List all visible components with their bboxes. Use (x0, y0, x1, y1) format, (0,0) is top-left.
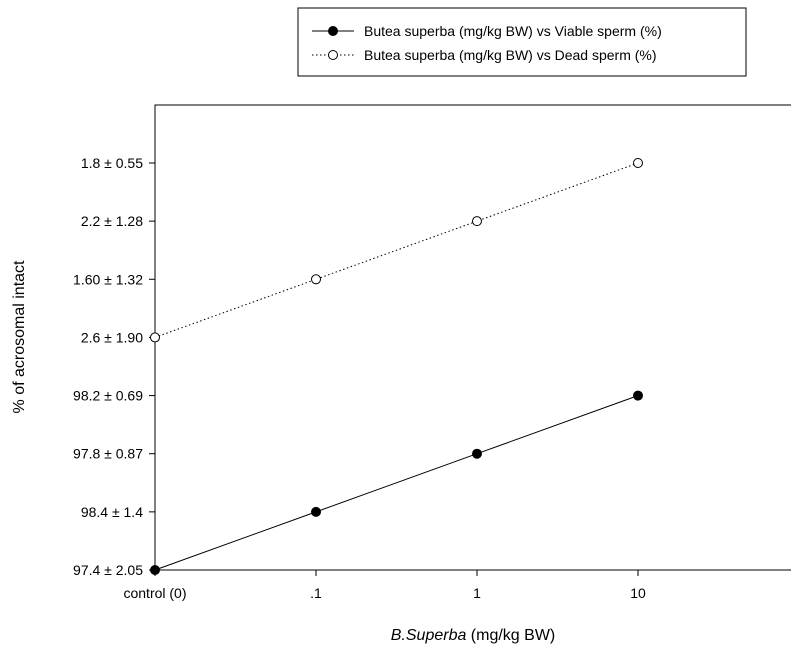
y-tick-label: 2.2 ± 1.28 (81, 213, 143, 229)
y-axis: 97.4 ± 2.05 98.4 ± 1.4 97.8 ± 0.87 98.2 ± 0… (73, 155, 155, 578)
y-axis-title: % of acrosomal intact (11, 260, 28, 414)
series-line-viable (154, 395, 639, 571)
legend: Butea superba (mg/kg BW) vs Viable sperm… (297, 7, 747, 77)
y-tick-label: 97.4 ± 2.05 (73, 562, 143, 578)
data-point-dead (150, 332, 160, 343)
data-point-dead (472, 216, 482, 227)
y-tick-label: 1.8 ± 0.55 (81, 155, 143, 171)
data-point-dead (633, 158, 643, 168)
y-tick-label: 97.8 ± 0.87 (73, 446, 143, 462)
x-tick-label: control (0) (123, 585, 186, 601)
x-tick-label: 1 (473, 585, 481, 601)
data-point-viable (311, 506, 321, 517)
data-point-viable (633, 390, 643, 401)
legend-label-viable: Butea superba (mg/kg BW) vs Viable sperm… (364, 23, 662, 39)
y-tick-label: 98.4 ± 1.4 (81, 504, 143, 520)
data-point-viable (472, 448, 482, 459)
legend-item-dead: Butea superba (mg/kg BW) vs Dead sperm (… (312, 47, 657, 63)
legend-label-dead: Butea superba (mg/kg BW) vs Dead sperm (… (364, 47, 657, 63)
y-tick-label: 1.60 ± 1.32 (73, 271, 143, 287)
y-tick-label: 98.2 ± 0.69 (73, 388, 143, 404)
plot-frame (154, 104, 791, 571)
x-tick-label: 10 (630, 585, 646, 601)
data-point-viable (150, 565, 160, 575)
y-tick-label: 2.6 ± 1.90 (81, 329, 143, 345)
series-line-dead (154, 162, 639, 338)
legend-marker-dead (328, 50, 338, 60)
x-axis-title-rest: (mg/kg BW) (466, 627, 555, 644)
legend-item-viable: Butea superba (mg/kg BW) vs Viable sperm… (312, 23, 662, 39)
x-axis-title: B.Superba (mg/kg BW) (391, 627, 556, 644)
x-tick-label: .1 (310, 585, 322, 601)
legend-box (297, 7, 747, 77)
data-point-dead (311, 274, 321, 285)
series-layer (150, 158, 643, 575)
x-axis-title-italic: B.Superba (391, 627, 467, 644)
legend-marker-viable (328, 26, 338, 36)
x-axis: control (0) .1 1 10 (123, 570, 646, 601)
